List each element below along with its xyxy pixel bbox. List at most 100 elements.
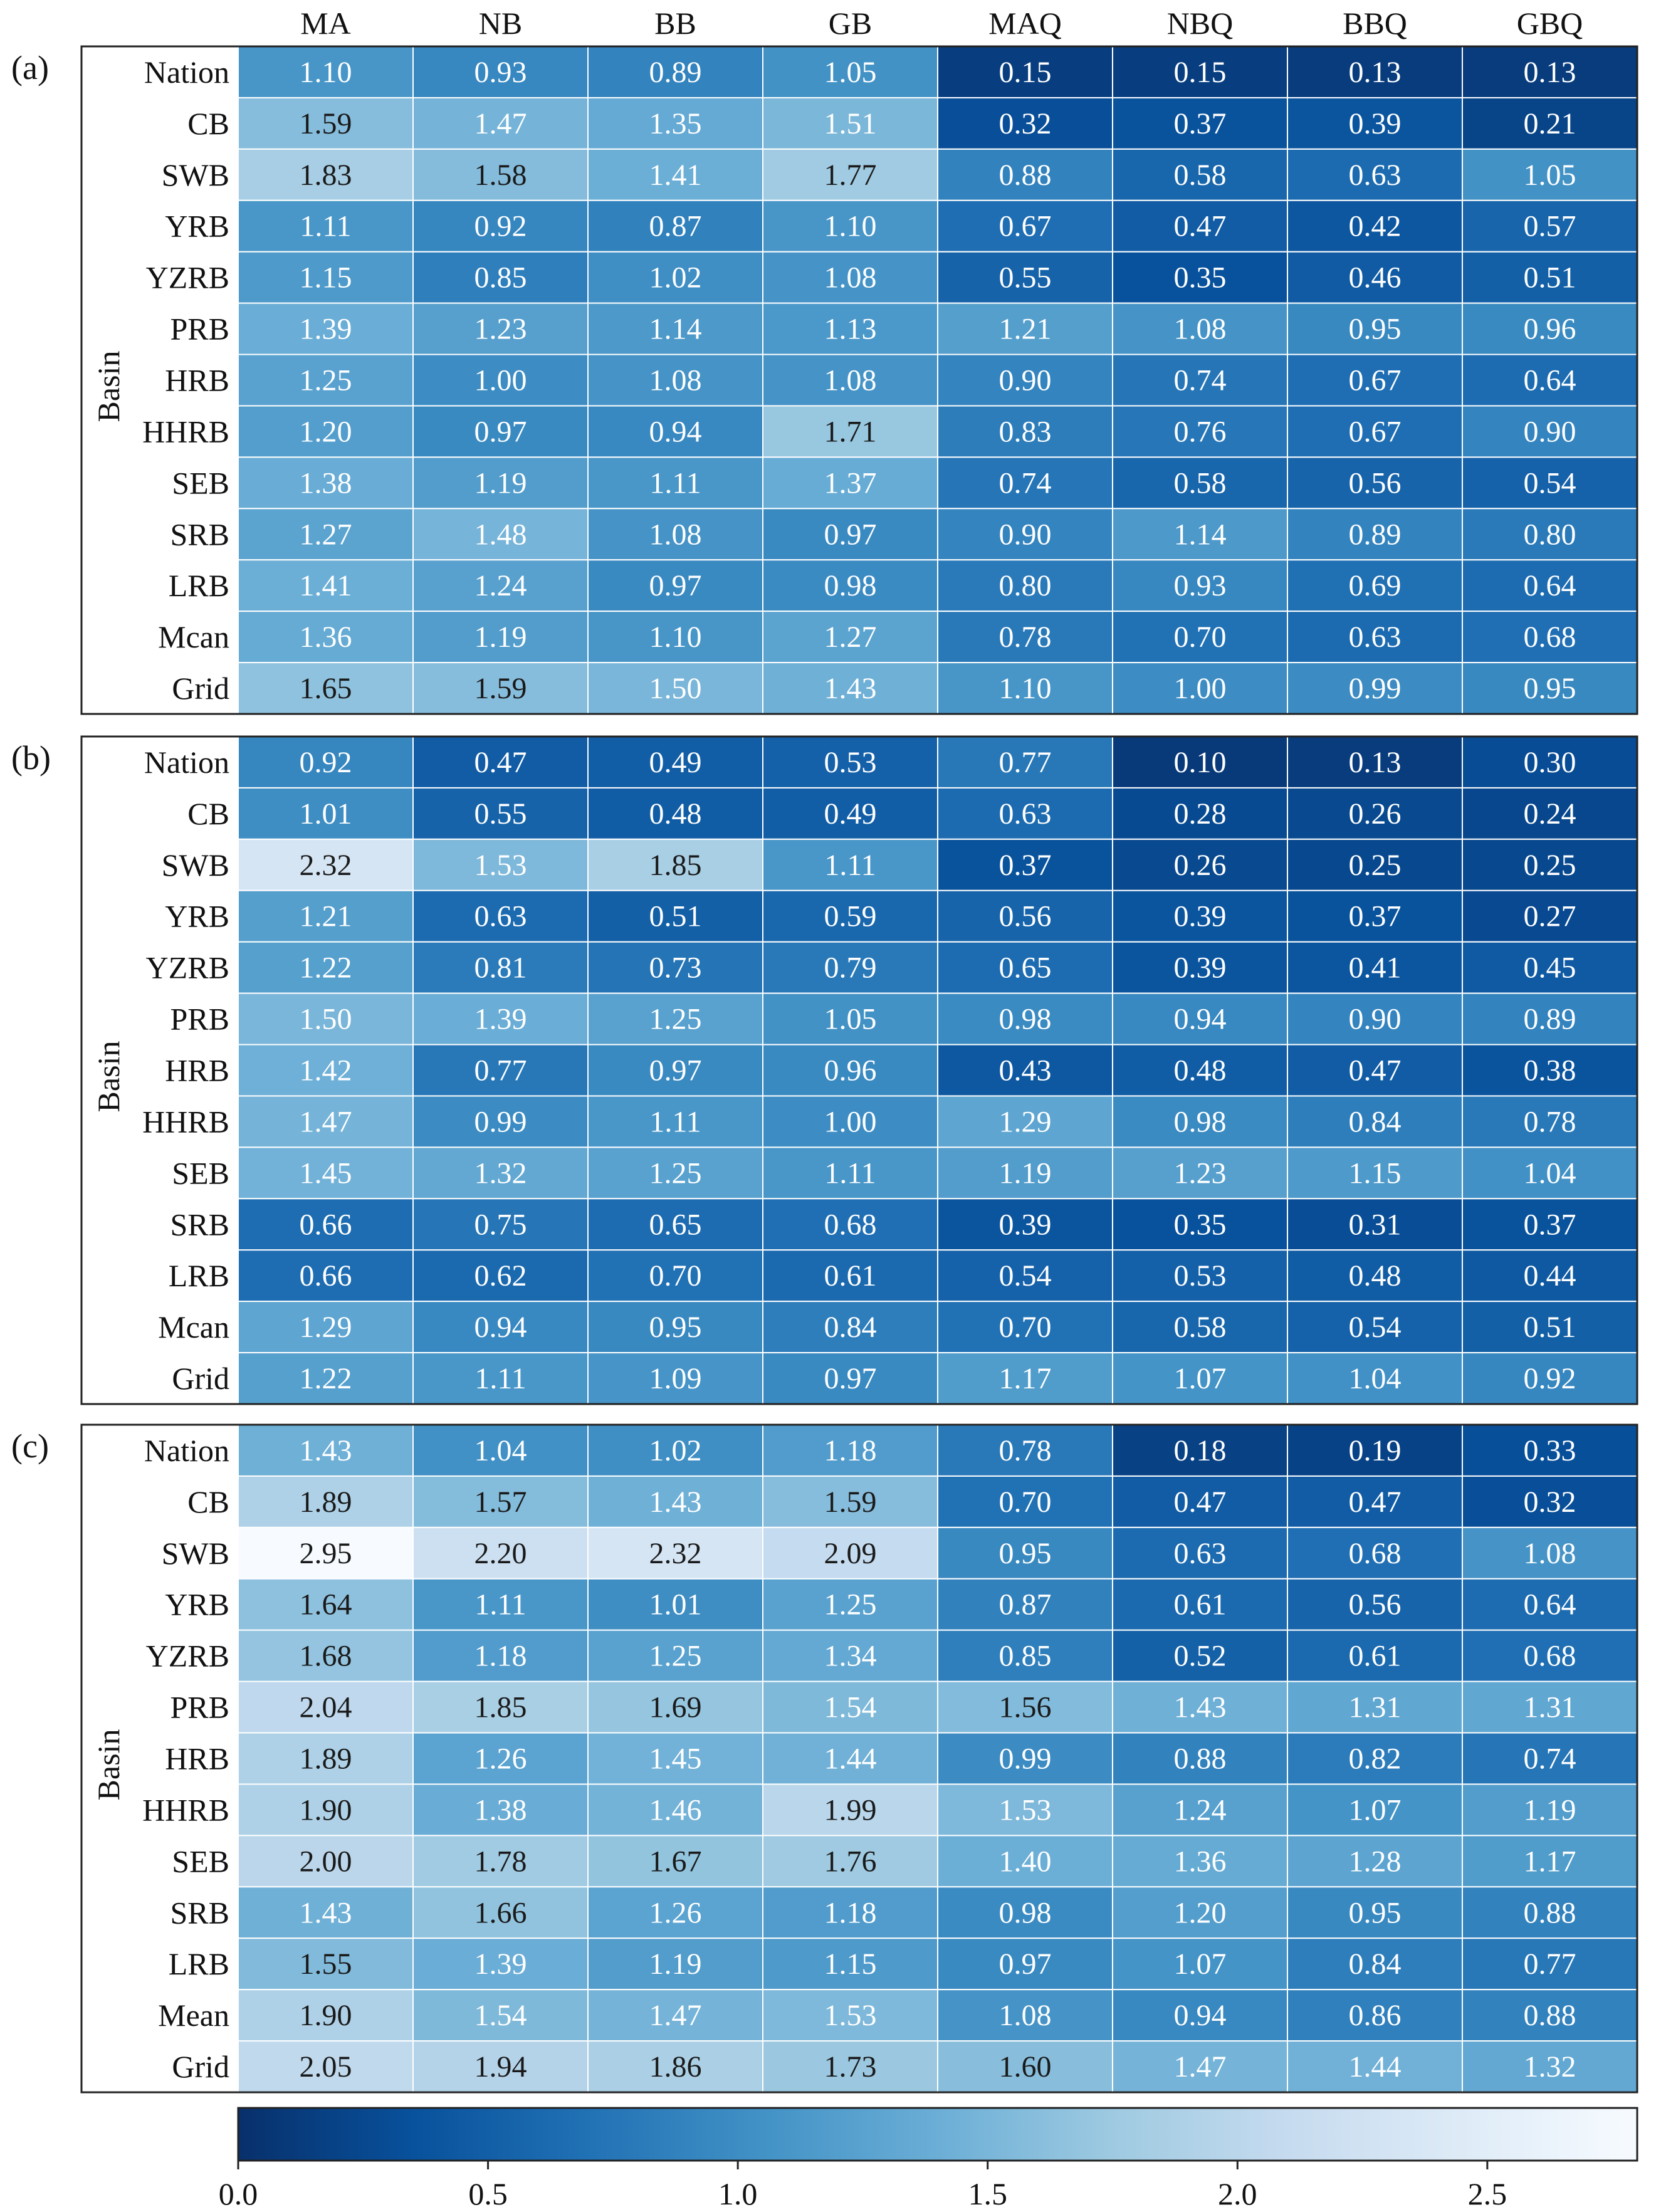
- cell-value-label: 0.76: [1174, 415, 1227, 448]
- heatmap-cell: [1287, 559, 1463, 612]
- cell-value-label: 1.08: [649, 364, 702, 397]
- cell-value-label: 1.32: [1524, 2050, 1576, 2084]
- row-label-seb: SEB: [172, 1843, 229, 1879]
- cell-value-label: 1.53: [824, 1999, 877, 2032]
- cell-value-label: 0.49: [649, 746, 702, 779]
- cell-value-label: 1.59: [474, 672, 527, 705]
- row-label-hrb: HRB: [165, 363, 229, 398]
- cell-value-label: 0.77: [474, 1054, 527, 1088]
- cell-value-label: 1.04: [1349, 1362, 1402, 1395]
- colorbar-gradient: [237, 2107, 1638, 2162]
- heatmap-cell: [238, 787, 414, 840]
- y-axis-label: Basin: [91, 1041, 126, 1113]
- heatmap-cell: [412, 97, 589, 150]
- cell-value-label: 0.79: [824, 951, 877, 985]
- heatmap-cell: [1462, 1680, 1638, 1734]
- cell-value-label: 1.18: [824, 1434, 877, 1467]
- row-label-prb: PRB: [170, 312, 229, 347]
- cell-value-label: 0.97: [824, 518, 877, 551]
- row-label-hrb: HRB: [165, 1053, 229, 1088]
- column-header-bbq: BBQ: [1343, 6, 1407, 41]
- heatmap-cell: [1287, 1146, 1463, 1200]
- cell-value-label: 1.11: [824, 1156, 876, 1190]
- heatmap-cell: [762, 1424, 938, 1477]
- heatmap-cell: [1287, 736, 1463, 789]
- cell-value-label: 1.43: [649, 1486, 702, 1519]
- cell-value-label: 0.32: [999, 107, 1052, 140]
- heatmap-cell: [587, 1578, 763, 1631]
- column-header-gbq: GBQ: [1517, 6, 1583, 41]
- cell-value-label: 0.82: [1349, 1743, 1402, 1776]
- cell-value-label: 0.84: [1349, 1105, 1402, 1138]
- cell-value-label: 1.60: [999, 2050, 1052, 2084]
- cell-value-label: 1.45: [649, 1743, 702, 1776]
- cell-value-label: 1.47: [649, 1999, 702, 2032]
- cell-value-label: 0.47: [474, 746, 527, 779]
- heatmap-cell: [762, 736, 938, 789]
- cell-value-label: 1.00: [474, 364, 527, 397]
- column-header-ma: MA: [300, 6, 351, 41]
- panel-label: (c): [11, 1427, 49, 1465]
- cell-value-label: 0.39: [1174, 900, 1227, 933]
- heatmap-cell: [1462, 1578, 1638, 1631]
- row-label-hhrb: HHRB: [142, 1792, 229, 1827]
- cell-value-label: 0.70: [999, 1486, 1052, 1519]
- row-label-srb: SRB: [170, 1895, 229, 1930]
- cell-value-label: 0.61: [1349, 1640, 1402, 1673]
- cell-value-label: 1.19: [649, 1947, 702, 1981]
- cell-value-label: 0.67: [999, 210, 1052, 243]
- cell-value-label: 0.78: [999, 1434, 1052, 1467]
- heatmap-cell: [762, 1095, 938, 1148]
- cell-value-label: 1.21: [999, 313, 1052, 346]
- heatmap-cell: [1462, 1732, 1638, 1785]
- heatmap-cell: [1112, 2040, 1288, 2093]
- heatmap-cell: [937, 787, 1113, 840]
- cell-value-label: 1.25: [649, 1640, 702, 1673]
- heatmap-cell: [1112, 1989, 1288, 2042]
- cell-value-label: 1.10: [824, 210, 877, 243]
- heatmap-cell: [412, 2040, 589, 2093]
- heatmap-cell: [1462, 1475, 1638, 1528]
- row-label-nation: Nation: [144, 745, 229, 780]
- colorbar-tick-label: 0.5: [468, 2176, 508, 2211]
- cell-value-label: 0.66: [300, 1208, 352, 1241]
- cell-value-label: 1.35: [649, 107, 702, 140]
- cell-value-label: 1.15: [824, 1947, 877, 1981]
- row-label-lrb: LRB: [169, 1946, 229, 1981]
- cell-value-label: 0.95: [999, 1537, 1052, 1570]
- cell-value-label: 1.23: [474, 313, 527, 346]
- cell-value-label: 1.11: [300, 210, 351, 243]
- cell-value-label: 0.84: [824, 1311, 877, 1344]
- cell-value-label: 1.50: [300, 1003, 352, 1036]
- heatmap-cell: [238, 889, 414, 943]
- heatmap-cell: [1462, 302, 1638, 355]
- cell-value-label: 0.35: [1174, 261, 1227, 295]
- cell-value-label: 0.43: [999, 1054, 1052, 1088]
- row-label-prb: PRB: [170, 1002, 229, 1037]
- cell-value-label: 0.51: [1524, 261, 1576, 295]
- cell-value-label: 0.92: [300, 746, 352, 779]
- cell-value-label: 1.85: [649, 849, 702, 882]
- heatmap-cell: [1287, 1937, 1463, 1991]
- heatmap-cell: [1462, 1783, 1638, 1837]
- heatmap-cell: [587, 1526, 763, 1580]
- cell-value-label: 1.43: [1174, 1691, 1227, 1724]
- cell-value-label: 0.64: [1524, 569, 1576, 602]
- row-label-grid: Grid: [172, 1361, 229, 1396]
- heatmap-cell: [587, 1424, 763, 1477]
- cell-value-label: 1.68: [300, 1640, 352, 1673]
- cell-value-label: 1.15: [300, 261, 352, 295]
- cell-value-label: 0.96: [824, 1054, 877, 1088]
- heatmap-cell: [937, 1044, 1113, 1097]
- cell-value-label: 2.32: [300, 849, 352, 882]
- cell-value-label: 0.63: [1349, 621, 1402, 654]
- cell-value-label: 1.10: [999, 672, 1052, 705]
- cell-value-label: 0.51: [649, 900, 702, 933]
- cell-value-label: 0.56: [999, 900, 1052, 933]
- cell-value-label: 1.31: [1524, 1691, 1576, 1724]
- heatmap-cell: [412, 508, 589, 561]
- cell-value-label: 1.39: [474, 1947, 527, 1981]
- heatmap-cell: [1287, 838, 1463, 891]
- cell-value-label: 0.63: [1174, 1537, 1227, 1570]
- heatmap-cell: [937, 405, 1113, 458]
